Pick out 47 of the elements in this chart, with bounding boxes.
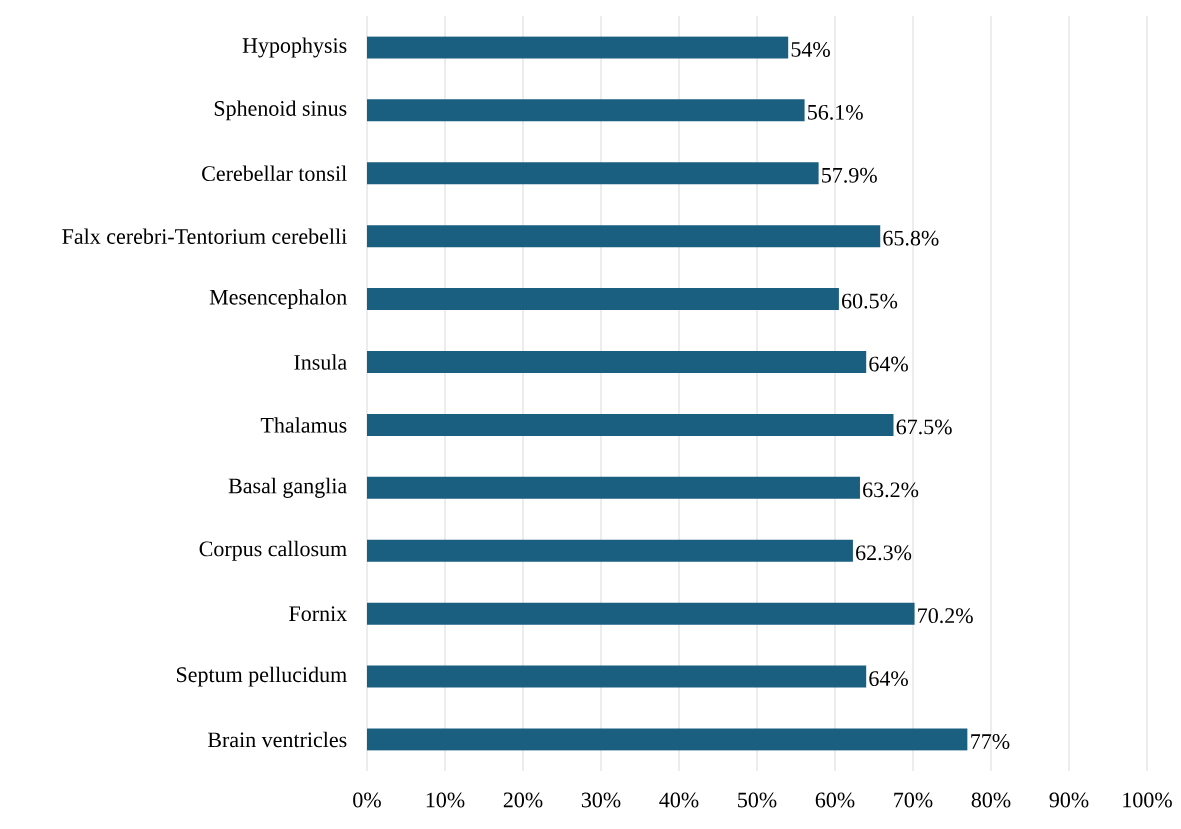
bar bbox=[367, 665, 867, 688]
bar bbox=[367, 225, 881, 248]
bar bbox=[367, 539, 853, 562]
y-tick-label: Mesencephalon bbox=[209, 289, 347, 310]
y-tick-label: Brain ventricles bbox=[207, 731, 347, 748]
bar bbox=[367, 476, 860, 499]
y-tick-label: Thalamus bbox=[260, 417, 347, 433]
bar bbox=[367, 36, 789, 59]
data-label: 60.5% bbox=[842, 293, 898, 309]
bar bbox=[367, 288, 839, 311]
data-label: 67.5% bbox=[896, 419, 952, 435]
bar bbox=[367, 351, 867, 374]
y-tick-label: Falx cerebri-Tentorium cerebelli bbox=[62, 228, 347, 244]
data-label: 77% bbox=[971, 734, 1010, 749]
x-tick-label: 20% bbox=[503, 792, 543, 808]
x-tick-label: 90% bbox=[1049, 792, 1089, 808]
data-label: 56.1% bbox=[808, 104, 863, 120]
y-tick-label: Corpus callosum bbox=[199, 540, 347, 561]
x-tick-label: 80% bbox=[971, 792, 1011, 808]
x-tick-label: 60% bbox=[815, 792, 855, 808]
bar bbox=[367, 99, 805, 122]
data-label: 62.3% bbox=[856, 545, 912, 561]
data-label: 64% bbox=[869, 671, 908, 687]
data-label: 70.2% bbox=[918, 608, 973, 624]
x-tick-label: 70% bbox=[894, 792, 933, 808]
data-label: 65.8% bbox=[883, 230, 939, 246]
data-label: 57.9% bbox=[822, 167, 877, 183]
x-tick-label: 100% bbox=[1123, 792, 1172, 808]
y-tick-label: Fornix bbox=[289, 606, 347, 622]
bar bbox=[367, 162, 819, 185]
x-tick-label: 10% bbox=[426, 792, 465, 808]
y-tick-label: Sphenoid sinus bbox=[214, 100, 347, 121]
y-tick-label: Cerebellar tonsil bbox=[202, 165, 347, 182]
data-label: 64% bbox=[869, 356, 908, 372]
bar bbox=[367, 413, 894, 436]
data-label: 63.2% bbox=[863, 482, 919, 498]
bar bbox=[367, 602, 915, 625]
y-tick-label: Hypophysis bbox=[242, 37, 347, 58]
y-tick-label: Basal ganglia bbox=[228, 477, 347, 498]
x-tick-label: 50% bbox=[738, 792, 777, 808]
y-tick-label: Septum pellucidum bbox=[176, 666, 347, 687]
x-tick-label: 40% bbox=[659, 792, 699, 808]
x-tick-label: 30% bbox=[581, 792, 621, 808]
bar bbox=[367, 728, 968, 751]
x-tick-label: 0% bbox=[353, 792, 381, 808]
y-tick-label: Insula bbox=[294, 354, 347, 370]
data-label: 54% bbox=[791, 41, 830, 57]
